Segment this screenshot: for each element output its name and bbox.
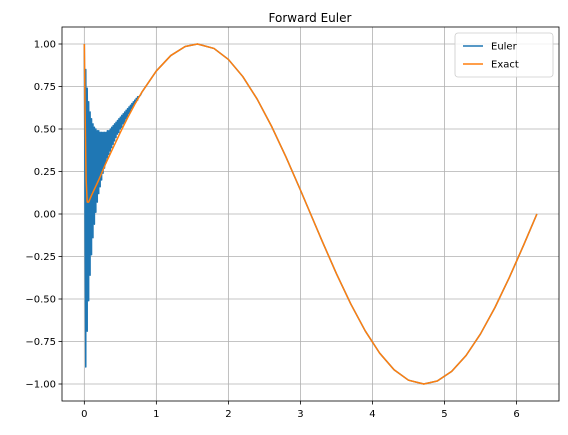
legend-box (454, 32, 554, 78)
x-tick-label: 6 (513, 409, 519, 420)
x-tick-label: 5 (441, 409, 447, 420)
plot-area (83, 43, 538, 385)
y-axis: −1.00 −0.75 −0.50 −0.25 0.00 0.25 0.50 0.75 1.00 (25, 40, 62, 391)
grid (62, 27, 559, 401)
legend-label: Euler (491, 42, 518, 53)
x-tick-label: 2 (225, 409, 231, 420)
y-tick-label: 0.00 (34, 210, 56, 221)
y-tick-label: −1.00 (25, 380, 56, 391)
legend-label: Exact (491, 60, 519, 71)
legend: Euler Exact (454, 32, 554, 78)
y-tick-label: −0.50 (25, 295, 56, 306)
y-tick-label: −0.75 (25, 337, 56, 348)
x-tick-label: 0 (81, 409, 87, 420)
series-line-exact (83, 43, 538, 385)
chart-title: Forward Euler (269, 11, 352, 25)
x-tick-label: 3 (297, 409, 303, 420)
y-tick-label: 0.50 (34, 125, 56, 136)
y-tick-label: −0.25 (25, 252, 56, 263)
y-tick-label: 0.25 (34, 167, 56, 178)
y-tick-label: 1.00 (34, 40, 56, 51)
x-axis: 0 1 2 3 4 5 6 (81, 401, 520, 420)
x-tick-label: 1 (153, 409, 159, 420)
x-tick-label: 4 (369, 409, 375, 420)
y-tick-label: 0.75 (34, 82, 56, 93)
